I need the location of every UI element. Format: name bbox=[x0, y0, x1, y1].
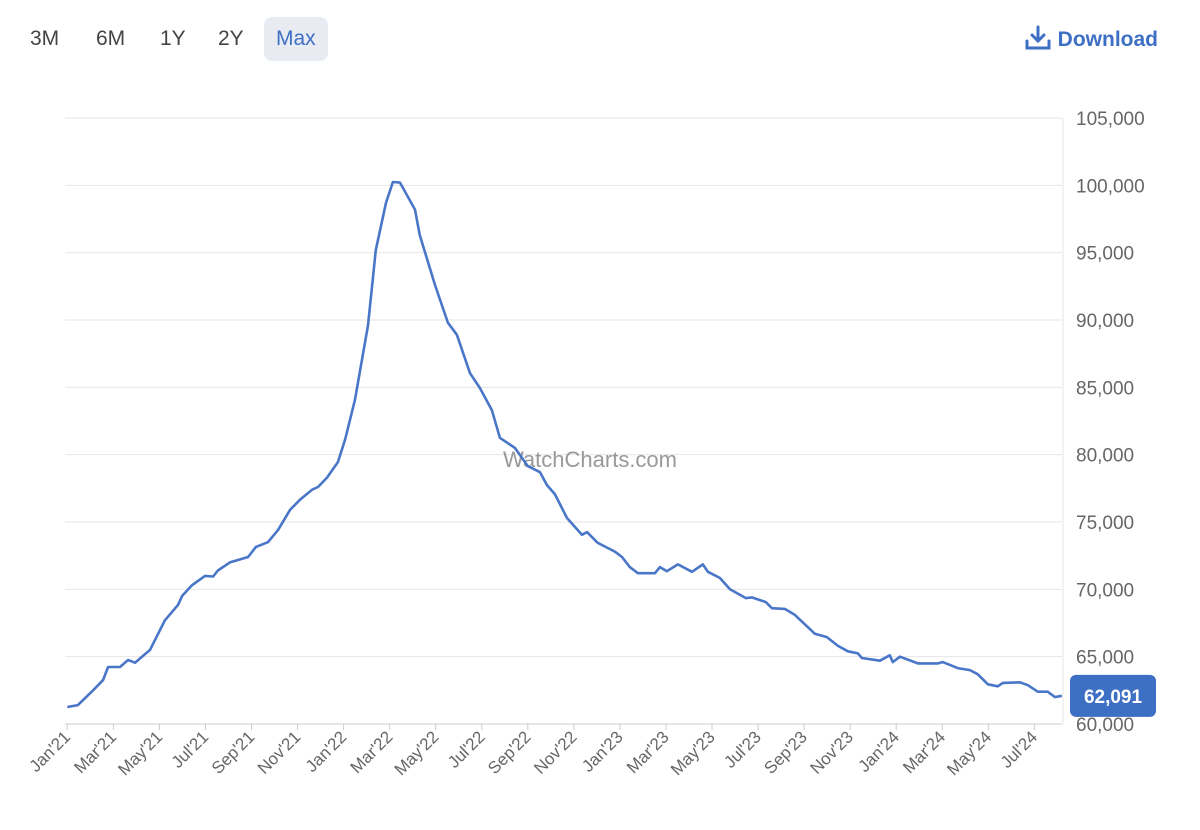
y-tick-label: 85,000 bbox=[1076, 378, 1134, 399]
x-tick-label: Jul'24 bbox=[997, 727, 1041, 771]
x-tick-label: Jul'22 bbox=[444, 727, 488, 771]
x-tick-label: Sep'22 bbox=[484, 727, 534, 777]
range-button[interactable]: 1Y bbox=[160, 27, 186, 50]
y-tick-label: 60,000 bbox=[1076, 715, 1134, 736]
range-button[interactable]: 6M bbox=[96, 27, 126, 50]
download-label: Download bbox=[1057, 28, 1158, 51]
x-tick-label: May'21 bbox=[114, 727, 166, 779]
y-tick-label: 65,000 bbox=[1076, 648, 1134, 669]
range-button[interactable]: Max bbox=[264, 17, 328, 61]
x-tick-label: Jul'21 bbox=[168, 727, 212, 771]
x-tick-label: Jan'23 bbox=[578, 727, 626, 775]
x-tick-label: Mar'21 bbox=[70, 727, 120, 777]
y-tick-label: 70,000 bbox=[1076, 580, 1134, 601]
y-tick-label: 95,000 bbox=[1076, 244, 1134, 265]
x-tick-label: Mar'23 bbox=[623, 727, 673, 777]
y-tick-label: 90,000 bbox=[1076, 311, 1134, 332]
x-tick-label: Nov'23 bbox=[807, 727, 857, 777]
x-tick-label: Nov'21 bbox=[254, 727, 304, 777]
x-tick-label: May'22 bbox=[391, 727, 443, 779]
badge-box bbox=[1070, 674, 1156, 717]
y-tick-label: 105,000 bbox=[1076, 109, 1145, 130]
range-button[interactable]: 3M bbox=[30, 27, 60, 50]
x-tick-label: Jan'21 bbox=[26, 727, 74, 775]
y-tick-label: 80,000 bbox=[1076, 446, 1134, 467]
x-tick-label: Nov'22 bbox=[530, 727, 580, 777]
price-line bbox=[67, 180, 1063, 709]
y-tick-label: 75,000 bbox=[1076, 513, 1134, 534]
x-tick-label: Mar'22 bbox=[347, 727, 397, 777]
x-tick-label: Jan'24 bbox=[855, 727, 903, 775]
x-tick-label: Jul'23 bbox=[720, 727, 764, 771]
badge-label: 62,091 bbox=[1084, 687, 1143, 708]
watermark: WatchCharts.com bbox=[503, 447, 677, 472]
current-value-badge: 62,091 bbox=[1070, 674, 1156, 717]
x-tick-label: May'24 bbox=[943, 727, 995, 779]
x-tick-label: Sep'23 bbox=[760, 727, 810, 777]
x-tick-label: Jan'22 bbox=[302, 727, 350, 775]
range-button[interactable]: 2Y bbox=[218, 27, 244, 50]
x-tick-label: Sep'21 bbox=[208, 727, 258, 777]
x-tick-label: Mar'24 bbox=[899, 727, 949, 777]
y-tick-label: 100,000 bbox=[1076, 176, 1145, 197]
download-button[interactable]: Download bbox=[1024, 22, 1158, 58]
x-tick-label: May'23 bbox=[667, 727, 719, 779]
download-icon bbox=[1025, 25, 1051, 50]
